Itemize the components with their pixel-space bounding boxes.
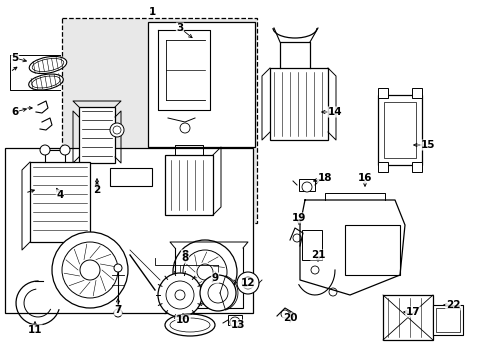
Bar xyxy=(377,95,421,165)
Bar xyxy=(79,107,115,163)
Circle shape xyxy=(237,272,259,294)
Text: 4: 4 xyxy=(56,190,63,200)
Bar xyxy=(377,88,387,98)
Bar xyxy=(432,305,462,335)
Circle shape xyxy=(173,240,237,304)
Text: 7: 7 xyxy=(114,305,122,315)
Text: 1: 1 xyxy=(148,7,155,17)
Circle shape xyxy=(80,260,100,280)
Bar xyxy=(269,68,327,140)
Bar xyxy=(411,162,421,172)
Circle shape xyxy=(200,275,236,311)
Text: 17: 17 xyxy=(405,307,420,317)
Text: 6: 6 xyxy=(11,107,19,117)
Text: 3: 3 xyxy=(176,23,183,33)
Text: 15: 15 xyxy=(420,140,434,150)
Text: 14: 14 xyxy=(327,107,342,117)
Circle shape xyxy=(302,182,311,192)
Circle shape xyxy=(52,232,128,308)
Bar xyxy=(5,148,252,313)
Ellipse shape xyxy=(29,74,63,90)
Text: 18: 18 xyxy=(317,173,331,183)
Text: 8: 8 xyxy=(181,253,188,263)
Text: 12: 12 xyxy=(240,278,255,288)
Bar xyxy=(302,230,321,260)
Circle shape xyxy=(197,264,213,280)
Circle shape xyxy=(158,273,202,317)
Circle shape xyxy=(60,145,70,155)
Text: 8: 8 xyxy=(181,250,188,260)
Ellipse shape xyxy=(110,123,124,137)
Text: 9: 9 xyxy=(211,273,218,283)
Circle shape xyxy=(114,309,122,317)
Ellipse shape xyxy=(29,57,67,73)
Text: 21: 21 xyxy=(310,250,325,260)
Bar xyxy=(411,88,421,98)
Bar xyxy=(227,315,242,325)
Bar xyxy=(383,102,415,158)
Bar xyxy=(164,155,213,215)
Text: 2: 2 xyxy=(93,185,101,195)
Text: 20: 20 xyxy=(282,313,297,323)
Text: 10: 10 xyxy=(175,315,190,325)
Circle shape xyxy=(229,317,240,327)
Bar xyxy=(110,168,152,186)
Text: 16: 16 xyxy=(357,173,371,183)
Text: 5: 5 xyxy=(11,53,19,63)
Bar xyxy=(62,18,257,223)
Bar xyxy=(30,162,90,242)
Circle shape xyxy=(114,264,122,272)
Circle shape xyxy=(175,290,184,300)
Bar xyxy=(148,22,254,147)
Circle shape xyxy=(40,145,50,155)
Text: 11: 11 xyxy=(28,325,42,335)
Text: 22: 22 xyxy=(445,300,459,310)
Bar xyxy=(298,179,314,191)
Bar xyxy=(435,308,459,332)
Bar xyxy=(345,225,399,275)
Text: 13: 13 xyxy=(230,320,245,330)
Bar xyxy=(377,162,387,172)
Text: 19: 19 xyxy=(291,213,305,223)
Bar xyxy=(382,295,432,340)
